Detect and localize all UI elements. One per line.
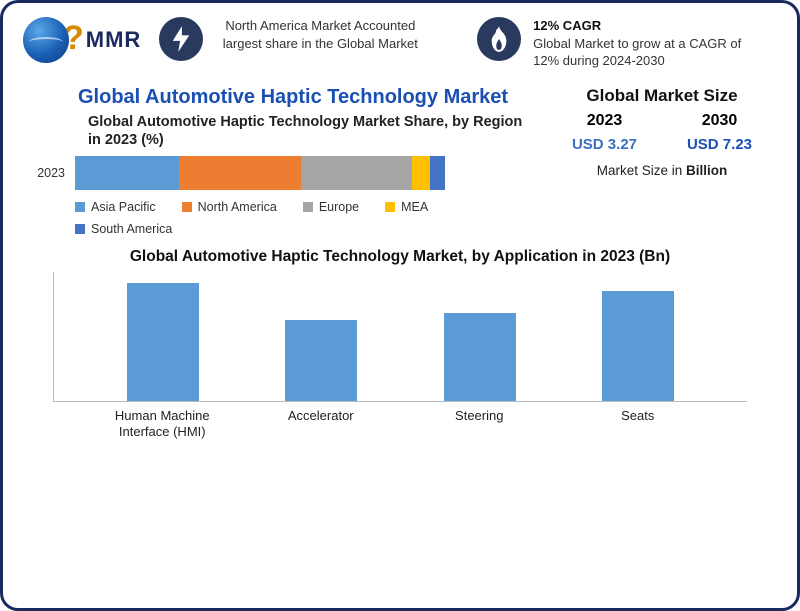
ms-year-2030: 2030 (702, 112, 738, 130)
logo-text: MMR (86, 27, 142, 53)
legend-swatch (182, 202, 192, 212)
share-stacked-bar: 2023 (23, 156, 533, 190)
app-bar-accelerator (251, 320, 391, 401)
legend-swatch (303, 202, 313, 212)
page-title: Global Automotive Haptic Technology Mark… (78, 86, 533, 109)
app-label: Accelerator (251, 408, 391, 439)
legend-swatch (385, 202, 395, 212)
app-label: Seats (568, 408, 708, 439)
share-seg-asia-pacific (75, 156, 179, 190)
stat-cagr-body: Global Market to grow at a CAGR of 12% d… (533, 35, 743, 70)
share-seg-europe (301, 156, 412, 190)
app-label: Human Machine Interface (HMI) (92, 408, 232, 439)
share-seg-south-america (430, 156, 445, 190)
app-bar-chart (53, 272, 747, 402)
app-label: Steering (409, 408, 549, 439)
market-size-title: Global Market Size (547, 86, 777, 106)
legend-swatch (75, 202, 85, 212)
share-chart-title: Global Automotive Haptic Technology Mark… (88, 113, 533, 151)
market-size-panel: Global Market Size 2023 2030 USD 3.27 US… (547, 80, 777, 241)
ms-value-2023: USD 3.27 (572, 136, 637, 153)
stat-cagr: 12% CAGR Global Market to grow at a CAGR… (477, 17, 777, 70)
legend-label: North America (198, 200, 277, 214)
legend-label: Asia Pacific (91, 200, 156, 214)
globe-icon (23, 17, 69, 63)
stat-na-body: North America Market Accounted largest s… (215, 17, 425, 52)
legend-label: MEA (401, 200, 428, 214)
flame-icon (477, 17, 521, 61)
legend-label: South America (91, 222, 172, 236)
bar (444, 313, 516, 401)
ms-unit-prefix: Market Size in (597, 163, 686, 178)
legend-item-europe: Europe (303, 200, 359, 214)
ms-year-2023: 2023 (587, 112, 623, 130)
app-bar-steering (410, 313, 550, 401)
legend-item-north-america: North America (182, 200, 277, 214)
stat-north-america: North America Market Accounted largest s… (159, 17, 459, 61)
ms-value-2030: USD 7.23 (687, 136, 752, 153)
ms-unit: Market Size in Billion (547, 163, 777, 178)
legend-item-mea: MEA (385, 200, 428, 214)
mmr-logo: ? MMR (23, 17, 141, 63)
legend-item-south-america: South America (75, 222, 172, 236)
bar (127, 283, 199, 402)
share-seg-north-america (179, 156, 301, 190)
bar (285, 320, 357, 401)
app-bar-seats (568, 291, 708, 402)
share-year-label: 2023 (23, 166, 65, 180)
app-bar-labels: Human Machine Interface (HMI) Accelerator… (53, 402, 747, 439)
share-seg-mea (412, 156, 431, 190)
legend-swatch (75, 224, 85, 234)
legend-label: Europe (319, 200, 359, 214)
bolt-icon (159, 17, 203, 61)
app-chart-title: Global Automotive Haptic Technology Mark… (23, 248, 777, 266)
legend-item-asia-pacific: Asia Pacific (75, 200, 156, 214)
bar (602, 291, 674, 402)
stat-cagr-title: 12% CAGR (533, 17, 743, 35)
share-legend: Asia Pacific North America Europe MEA South … (75, 200, 475, 236)
ms-unit-bold: Billion (686, 163, 727, 178)
app-bar-human-machine-interface-hmi- (93, 283, 233, 402)
